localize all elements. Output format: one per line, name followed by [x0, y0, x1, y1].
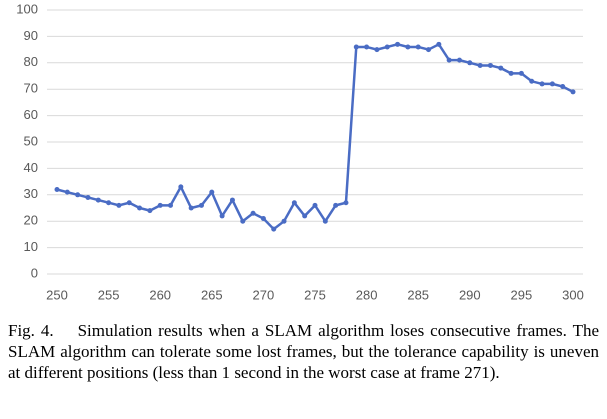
point-marker — [322, 218, 328, 224]
point-marker — [498, 65, 504, 71]
y-tick-label: 0 — [31, 265, 38, 280]
x-tick-label: 260 — [149, 287, 171, 302]
point-marker — [467, 60, 473, 66]
point-marker — [436, 41, 442, 47]
x-tick-label: 295 — [511, 287, 533, 302]
point-marker — [302, 213, 308, 219]
y-tick-label: 100 — [16, 1, 38, 16]
point-marker — [168, 202, 174, 208]
point-marker — [529, 78, 535, 84]
point-marker — [178, 184, 184, 190]
y-tick-label: 70 — [24, 81, 38, 96]
y-tick-label: 10 — [24, 239, 38, 254]
x-tick-label: 285 — [407, 287, 429, 302]
point-marker — [487, 62, 493, 68]
point-marker — [291, 200, 297, 206]
y-tick-label: 80 — [24, 54, 38, 69]
y-tick-label: 60 — [24, 107, 38, 122]
x-tick-label: 275 — [304, 287, 326, 302]
point-marker — [219, 213, 225, 219]
point-marker — [281, 218, 287, 224]
point-marker — [95, 197, 101, 203]
point-marker — [374, 47, 380, 53]
point-marker — [75, 192, 81, 198]
point-marker — [116, 202, 122, 208]
point-marker — [415, 44, 421, 50]
point-marker — [126, 200, 132, 206]
point-marker — [508, 70, 514, 76]
x-tick-label: 255 — [98, 287, 120, 302]
point-marker — [54, 187, 60, 193]
point-marker — [384, 44, 390, 50]
point-marker — [364, 44, 370, 50]
caption: Fig. 4. Simulation results when a SLAM a… — [8, 321, 604, 382]
x-tick-label: 265 — [201, 287, 223, 302]
point-marker — [188, 205, 194, 211]
point-marker — [477, 62, 483, 68]
x-tick-label: 290 — [459, 287, 481, 302]
point-marker — [343, 200, 349, 206]
point-marker — [518, 70, 524, 76]
y-tick-label: 30 — [24, 186, 38, 201]
x-tick-label: 300 — [562, 287, 584, 302]
point-marker — [260, 216, 266, 222]
point-marker — [405, 44, 411, 50]
x-tick-label: 250 — [46, 287, 68, 302]
y-tick-label: 50 — [24, 133, 38, 148]
point-marker — [456, 57, 462, 63]
x-tick-label: 280 — [356, 287, 378, 302]
point-marker — [209, 189, 215, 195]
point-marker — [137, 205, 143, 211]
point-marker — [64, 189, 70, 195]
y-tick-label: 90 — [24, 28, 38, 43]
point-marker — [426, 47, 432, 53]
point-marker — [157, 202, 163, 208]
point-marker — [250, 210, 256, 216]
point-marker — [539, 81, 545, 87]
point-marker — [333, 202, 339, 208]
chart: 0 10 20 30 40 50 60 70 80 90 100 250 255 260 265 270 275… — [16, 1, 584, 302]
point-marker — [240, 218, 246, 224]
point-marker — [85, 194, 91, 200]
point-marker — [271, 226, 277, 232]
point-marker — [353, 44, 359, 50]
point-marker — [560, 84, 566, 90]
point-marker — [570, 89, 576, 95]
point-marker — [147, 208, 153, 214]
series-line — [56, 42, 574, 231]
y-tick-label: 40 — [24, 160, 38, 175]
x-tick-label: 270 — [253, 287, 275, 302]
point-marker — [549, 81, 555, 87]
point-marker — [106, 200, 112, 206]
point-marker — [446, 57, 452, 63]
point-marker — [312, 202, 318, 208]
point-marker — [395, 41, 401, 47]
point-marker — [198, 202, 204, 208]
y-tick-label: 20 — [24, 213, 38, 228]
point-marker — [229, 197, 235, 203]
